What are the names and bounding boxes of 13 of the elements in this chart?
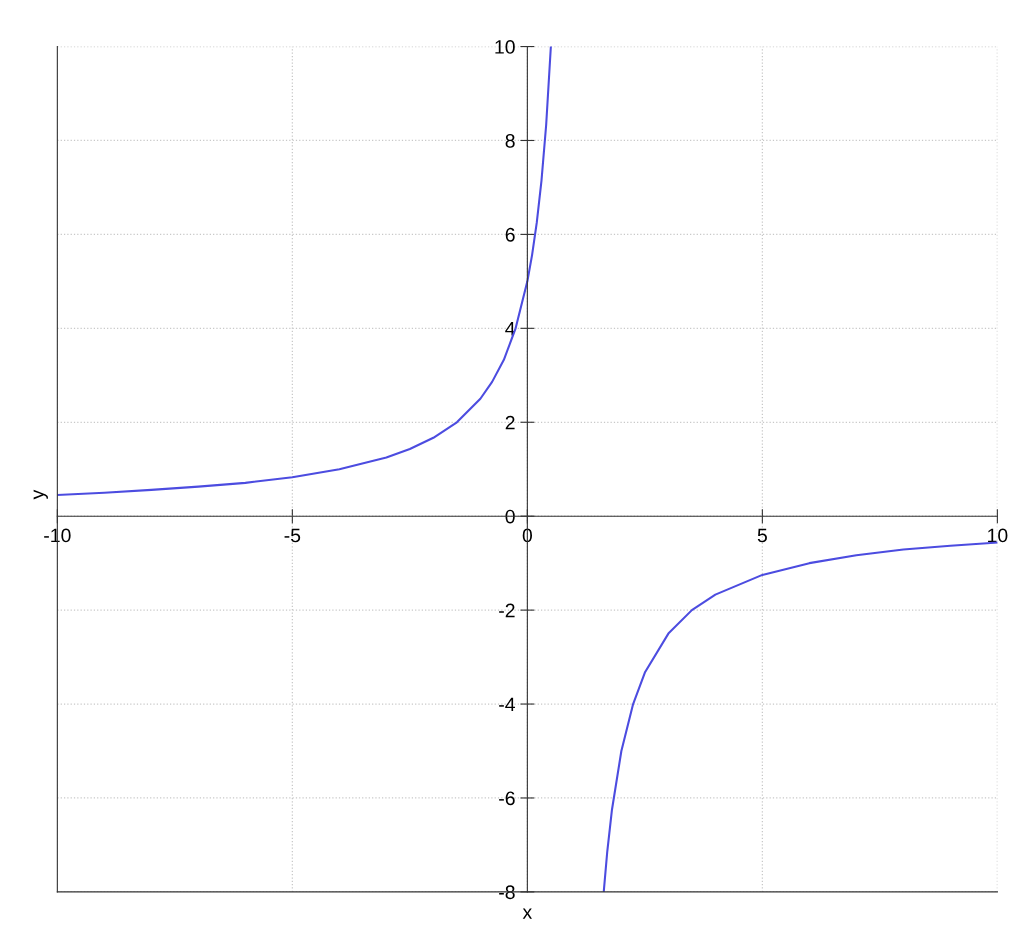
x-tick-label: 5 xyxy=(757,528,767,543)
x-tick-label: -5 xyxy=(284,528,301,543)
y-tick-label: -4 xyxy=(499,697,515,712)
y-tick-label: -6 xyxy=(499,791,515,806)
y-axis-title: y xyxy=(33,489,48,500)
y-tick-label: 6 xyxy=(505,227,515,242)
x-tick-label: 10 xyxy=(988,528,1008,543)
y-tick-label: -2 xyxy=(499,603,515,618)
y-tick-label: 2 xyxy=(505,415,515,430)
y-tick-label: 10 xyxy=(495,40,515,54)
x-axis-title: x xyxy=(522,908,533,919)
y-tick-label: 8 xyxy=(505,133,515,148)
y-tick-label: 4 xyxy=(505,322,515,336)
